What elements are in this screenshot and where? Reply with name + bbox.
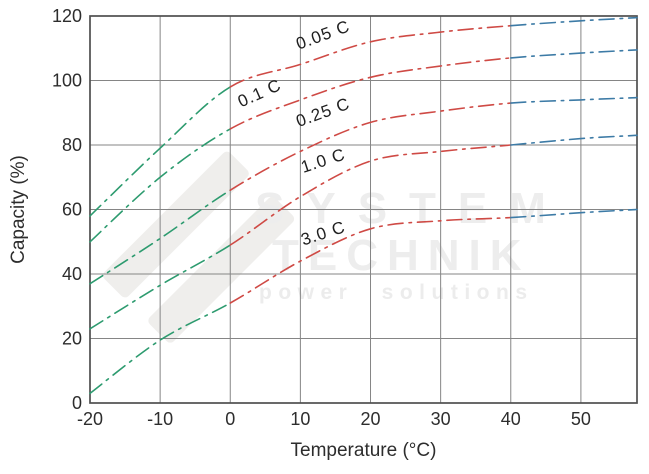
- y-axis-title: Capacity (%): [8, 155, 29, 264]
- y-tick-label: 80: [62, 135, 82, 155]
- y-tick-label: 120: [52, 6, 82, 26]
- logo-chevron-icon: [103, 151, 295, 343]
- curve-segment: [229, 24, 512, 88]
- x-tick-label: 40: [501, 409, 521, 429]
- curve-segment: [89, 86, 232, 217]
- y-tick-label: 20: [62, 329, 82, 349]
- curve-segment: [89, 244, 232, 330]
- watermark-text-system: SYSTEM: [255, 184, 568, 233]
- x-tick-label: 30: [431, 409, 451, 429]
- curve-0.25C: [89, 96, 638, 285]
- y-tick-label: 40: [62, 264, 82, 284]
- curve-segment: [510, 208, 638, 219]
- x-tick-label: -10: [147, 409, 173, 429]
- curve-segment: [89, 302, 232, 395]
- x-tick-label: 10: [290, 409, 310, 429]
- y-tick-label: 0: [72, 393, 82, 413]
- watermark-text-power-solutions: power solutions: [259, 281, 534, 304]
- x-tick-label: 50: [571, 409, 591, 429]
- watermark-text-technik: TECHNIK: [272, 231, 531, 280]
- curve-segment: [510, 49, 638, 59]
- gridlines: [89, 15, 637, 404]
- y-tick-label: 100: [52, 71, 82, 91]
- x-tick-label: 20: [360, 409, 380, 429]
- curve-segment: [229, 57, 512, 130]
- curve-segment: [229, 216, 512, 304]
- curve-segment: [89, 128, 232, 243]
- x-tick-label: 0: [225, 409, 235, 429]
- x-tick-label: -20: [77, 409, 103, 429]
- curve-label-3.0C: 3.0 C: [299, 217, 348, 249]
- tick-labels: -20 -10 0 10 20 30 40 50 0 20 40 60 80 100 120: [52, 6, 591, 429]
- curve-label-0.25C: 0.25 C: [293, 94, 352, 131]
- x-axis-title: Temperature (°C): [291, 440, 437, 461]
- y-tick-label: 60: [62, 200, 82, 220]
- curve-segment: [510, 96, 638, 104]
- curve-0.1C: [89, 49, 638, 243]
- curve-3.0C: [89, 208, 638, 395]
- curve-1.0C: [89, 134, 638, 330]
- curve-segment: [510, 134, 638, 146]
- curve-segment: [229, 102, 512, 191]
- curve-label-1.0C: 1.0 C: [299, 145, 348, 177]
- curve-0.05C: [89, 16, 638, 217]
- curve-segment: [510, 16, 638, 27]
- curve-label-0.05C: 0.05 C: [293, 16, 352, 53]
